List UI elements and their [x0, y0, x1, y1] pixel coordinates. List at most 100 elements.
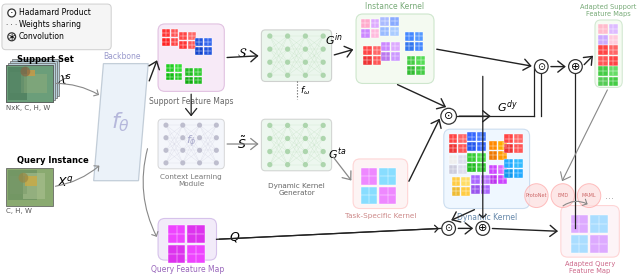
- Circle shape: [268, 163, 272, 167]
- Circle shape: [181, 161, 184, 165]
- FancyBboxPatch shape: [2, 4, 111, 50]
- Bar: [195, 38, 203, 46]
- Text: ⊙: ⊙: [444, 111, 453, 121]
- Bar: [188, 41, 196, 49]
- Text: Instance Kernel: Instance Kernel: [365, 2, 424, 11]
- Bar: [186, 76, 193, 85]
- Text: Backbone: Backbone: [103, 52, 141, 61]
- Bar: [499, 141, 507, 150]
- Bar: [380, 187, 396, 204]
- Bar: [504, 134, 513, 143]
- Text: ·: ·: [10, 8, 13, 18]
- FancyBboxPatch shape: [353, 159, 408, 209]
- Bar: [391, 42, 400, 51]
- Circle shape: [321, 123, 325, 127]
- Bar: [571, 235, 588, 253]
- Bar: [499, 165, 507, 174]
- Bar: [194, 67, 202, 76]
- Circle shape: [303, 150, 307, 153]
- Bar: [381, 42, 390, 51]
- FancyBboxPatch shape: [595, 20, 622, 87]
- Bar: [380, 27, 389, 36]
- Circle shape: [441, 108, 456, 124]
- Bar: [477, 142, 486, 151]
- Bar: [188, 32, 196, 40]
- Bar: [166, 73, 173, 80]
- Bar: [10, 61, 56, 98]
- Bar: [26, 176, 37, 186]
- Bar: [28, 69, 35, 76]
- Text: Query Feature Map: Query Feature Map: [150, 265, 224, 274]
- Circle shape: [268, 73, 272, 77]
- Bar: [481, 175, 490, 184]
- Circle shape: [285, 150, 289, 153]
- Bar: [609, 66, 618, 76]
- Bar: [406, 56, 415, 65]
- Bar: [361, 187, 378, 204]
- Circle shape: [8, 9, 15, 17]
- Text: ⊙: ⊙: [445, 223, 452, 234]
- Bar: [499, 151, 507, 160]
- Text: $G^{in}$: $G^{in}$: [325, 31, 343, 48]
- Text: · · ·: · · ·: [6, 22, 17, 28]
- Circle shape: [285, 73, 289, 77]
- Bar: [590, 235, 607, 253]
- Bar: [489, 141, 497, 150]
- Circle shape: [442, 221, 456, 235]
- Bar: [6, 168, 52, 206]
- Bar: [417, 56, 425, 65]
- Circle shape: [551, 184, 575, 207]
- Bar: [22, 74, 47, 94]
- Bar: [6, 65, 52, 102]
- Bar: [171, 29, 179, 37]
- FancyBboxPatch shape: [261, 119, 332, 171]
- Bar: [372, 56, 381, 65]
- Circle shape: [303, 73, 307, 77]
- Circle shape: [19, 173, 28, 183]
- Bar: [449, 165, 458, 174]
- Bar: [372, 46, 381, 55]
- Bar: [609, 24, 618, 34]
- Bar: [514, 134, 523, 143]
- Bar: [489, 175, 497, 184]
- Bar: [175, 64, 182, 72]
- Text: Adapted Support
Feature Maps: Adapted Support Feature Maps: [580, 4, 637, 17]
- Bar: [8, 63, 54, 100]
- Circle shape: [198, 161, 202, 165]
- Bar: [204, 47, 212, 55]
- Text: ProtoNet: ProtoNet: [525, 193, 547, 198]
- Bar: [391, 52, 400, 61]
- Text: EMD: EMD: [557, 193, 568, 198]
- Circle shape: [268, 34, 272, 38]
- Circle shape: [321, 150, 325, 153]
- Bar: [390, 27, 399, 36]
- Text: $G^{ta}$: $G^{ta}$: [328, 146, 346, 162]
- Bar: [188, 245, 205, 263]
- Circle shape: [303, 163, 307, 167]
- Bar: [415, 32, 423, 41]
- Bar: [380, 17, 389, 26]
- Text: Dynamic Kernel: Dynamic Kernel: [456, 213, 517, 221]
- Bar: [477, 163, 486, 172]
- Circle shape: [214, 123, 218, 127]
- Bar: [415, 42, 423, 51]
- Circle shape: [198, 123, 202, 127]
- Bar: [489, 151, 497, 160]
- Circle shape: [303, 60, 307, 64]
- Circle shape: [181, 136, 184, 140]
- Text: $Q$: $Q$: [229, 230, 241, 244]
- Bar: [179, 41, 188, 49]
- Circle shape: [20, 67, 30, 76]
- Bar: [514, 169, 523, 178]
- Bar: [609, 76, 618, 87]
- Bar: [452, 177, 460, 186]
- Circle shape: [181, 123, 184, 127]
- Text: ⊙: ⊙: [537, 62, 545, 72]
- Bar: [179, 32, 188, 40]
- Circle shape: [303, 47, 307, 51]
- Bar: [162, 38, 170, 46]
- Bar: [449, 134, 458, 143]
- Text: ⊕: ⊕: [478, 223, 488, 234]
- Bar: [458, 134, 467, 143]
- Bar: [598, 56, 607, 66]
